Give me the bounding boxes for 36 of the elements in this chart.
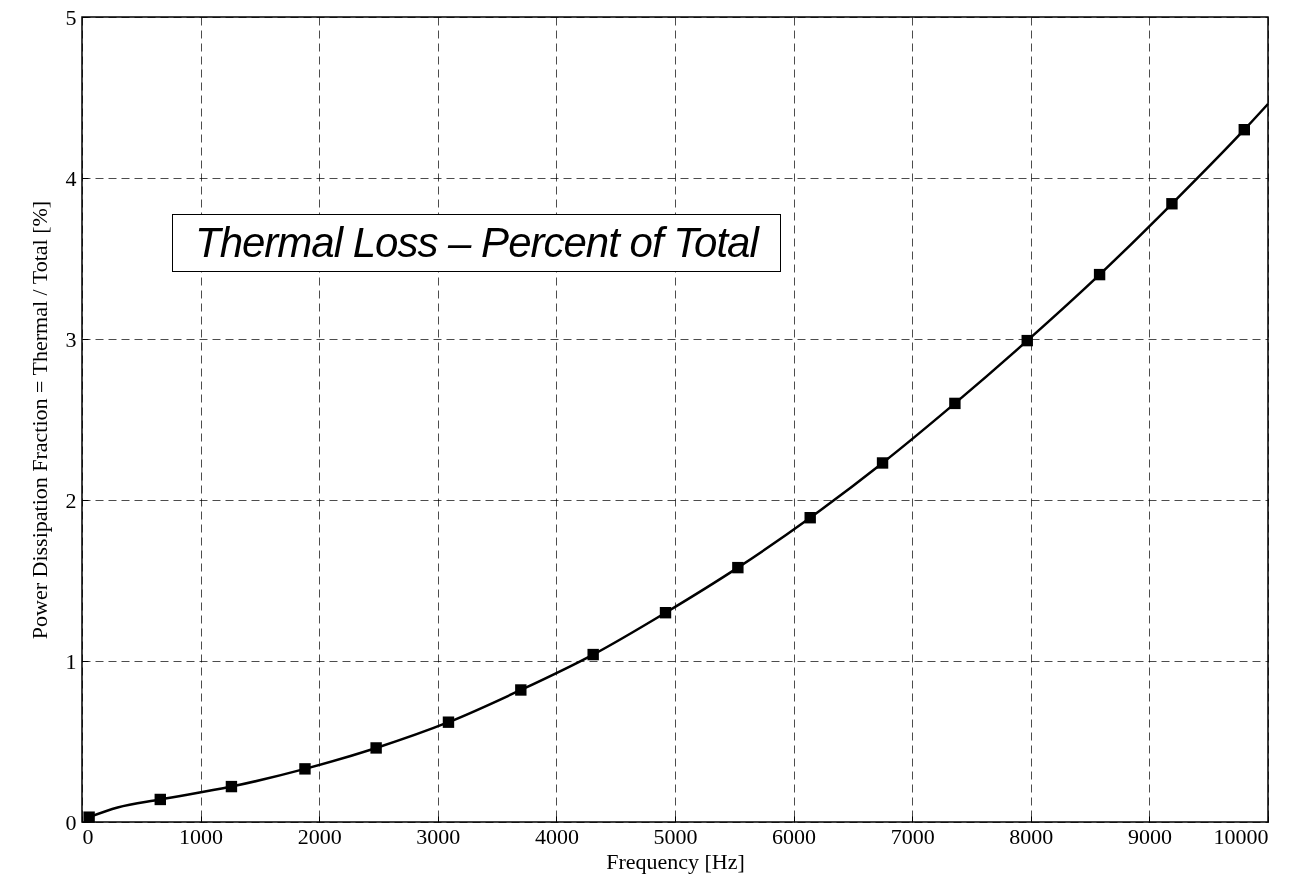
point: [225, 780, 238, 793]
x-tick-label: 9000: [1127, 823, 1172, 849]
x-tick-label: 2000: [297, 823, 342, 849]
point: [659, 607, 672, 619]
y-tick-label: 5: [65, 4, 77, 30]
point: [1238, 124, 1250, 136]
point: [442, 716, 455, 728]
x-tick-label: 10000: [1213, 823, 1269, 849]
point: [515, 684, 527, 696]
x-tick-label: 7000: [890, 823, 935, 849]
x-tick-label: 6000: [772, 823, 817, 849]
point: [1093, 268, 1106, 281]
x-tick-label: 1000: [179, 823, 224, 849]
point: [299, 763, 311, 775]
x-axis-title: Frequency [Hz]: [606, 848, 745, 874]
x-tick-label: 0: [82, 823, 94, 849]
y-tick-label: 2: [65, 487, 77, 513]
point: [732, 561, 744, 574]
y-tick-label: 1: [65, 648, 77, 674]
y-axis-title: Power Dissipation Fraction = Thermal / Total [%]: [26, 200, 52, 640]
y-tick-label: 3: [65, 326, 77, 352]
x-tick-label: 3000: [416, 823, 461, 849]
point: [1166, 198, 1178, 210]
y-tick-label: 4: [65, 165, 77, 191]
x-tick-label: 8000: [1009, 823, 1054, 849]
point: [370, 742, 382, 754]
x-tick-label: 4000: [534, 823, 579, 849]
annotation: Thermal Loss – Percent of Total: [172, 214, 781, 272]
point: [949, 397, 961, 410]
x-tick-label: 5000: [653, 823, 698, 849]
point: [83, 811, 95, 823]
point: [154, 793, 166, 806]
point: [1021, 334, 1033, 347]
point: [587, 648, 599, 661]
point: [876, 457, 889, 469]
point: [804, 512, 816, 524]
